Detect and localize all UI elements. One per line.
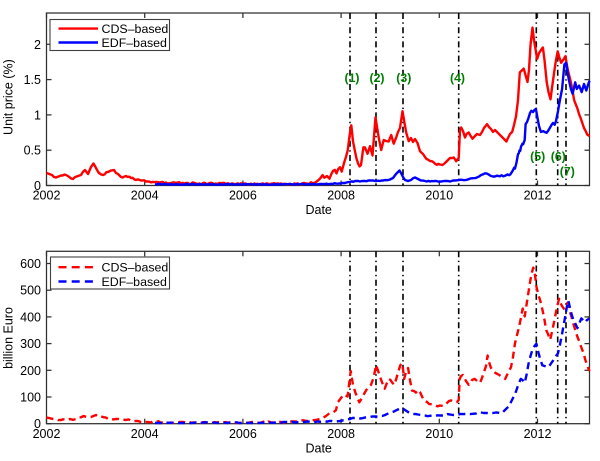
svg-text:2008: 2008 xyxy=(327,427,355,441)
svg-text:2008: 2008 xyxy=(327,188,355,202)
svg-text:(3): (3) xyxy=(396,71,411,85)
svg-text:200: 200 xyxy=(20,364,41,378)
svg-text:0.5: 0.5 xyxy=(24,144,41,158)
svg-text:300: 300 xyxy=(20,337,41,351)
svg-text:2012: 2012 xyxy=(524,427,552,441)
svg-text:2004: 2004 xyxy=(131,188,159,202)
svg-text:0: 0 xyxy=(34,417,41,431)
svg-text:1: 1 xyxy=(34,108,41,122)
svg-text:500: 500 xyxy=(20,284,41,298)
svg-text:100: 100 xyxy=(20,391,41,405)
svg-text:(6): (6) xyxy=(551,150,566,164)
svg-text:2002: 2002 xyxy=(33,427,61,441)
svg-text:2002: 2002 xyxy=(33,188,61,202)
svg-text:(1): (1) xyxy=(344,71,359,85)
svg-text:Date: Date xyxy=(305,203,331,217)
svg-text:600: 600 xyxy=(20,257,41,271)
svg-text:(7): (7) xyxy=(560,165,575,179)
svg-text:EDF–based: EDF–based xyxy=(102,275,168,289)
svg-text:2010: 2010 xyxy=(425,188,453,202)
svg-text:EDF–based: EDF–based xyxy=(102,36,168,50)
svg-text:2012: 2012 xyxy=(524,188,552,202)
svg-text:CDS–based: CDS–based xyxy=(102,261,169,275)
svg-text:Unit price (%): Unit price (%) xyxy=(2,59,16,135)
svg-text:CDS–based: CDS–based xyxy=(102,22,169,36)
svg-text:0: 0 xyxy=(34,179,41,193)
svg-text:2004: 2004 xyxy=(131,427,159,441)
svg-text:(2): (2) xyxy=(369,71,384,85)
svg-text:2006: 2006 xyxy=(229,427,257,441)
svg-text:2010: 2010 xyxy=(425,427,453,441)
svg-text:400: 400 xyxy=(20,310,41,324)
svg-text:billion Euro: billion Euro xyxy=(2,307,16,369)
svg-text:2: 2 xyxy=(34,38,41,52)
svg-text:Date: Date xyxy=(305,441,331,455)
svg-text:(4): (4) xyxy=(450,71,465,85)
svg-text:1.5: 1.5 xyxy=(24,73,41,87)
svg-text:(5): (5) xyxy=(530,150,545,164)
svg-text:2006: 2006 xyxy=(229,188,257,202)
